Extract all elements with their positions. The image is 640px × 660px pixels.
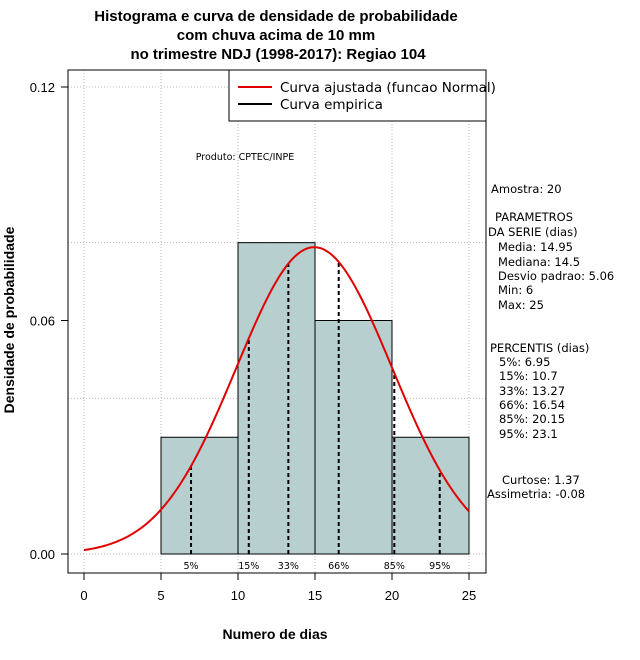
y-tick-label-2: 0.12 <box>30 80 55 95</box>
stat-max: Max: 25 <box>498 298 544 312</box>
legend-box <box>228 69 487 122</box>
chart-title-line-3: no trimestre NDJ (1998-2017): Regiao 104 <box>130 46 426 63</box>
x-axis-title: Numero de dias <box>222 626 327 642</box>
stat-media: Media: 14.95 <box>498 240 573 254</box>
stat-p85: 85%: 20.15 <box>499 412 565 426</box>
x-tick-label-5: 25 <box>462 588 476 603</box>
normal-curve-layer <box>83 246 470 552</box>
stat-p5: 5%: 6.95 <box>499 355 550 369</box>
percentile-label-15%: 15% <box>238 561 259 572</box>
percentile-lines: 5% 15% 33% 66% 85% 95% <box>183 261 450 572</box>
percentile-label-95%: 95% <box>429 561 450 572</box>
stat-curtose: Curtose: 1.37 <box>502 473 580 487</box>
stat-param-subtitle: DA SERIE (dias) <box>488 225 578 239</box>
percentile-label-5%: 5% <box>183 561 198 572</box>
x-tick-label-3: 15 <box>308 588 322 603</box>
legend: Curva ajustada (funcao Normal) Curva emp… <box>228 69 496 122</box>
percentile-label-66%: 66% <box>328 561 349 572</box>
stat-assimetria: Assimetria: -0.08 <box>487 487 585 501</box>
normal-curve <box>83 246 470 552</box>
x-tick-label-2: 10 <box>231 588 245 603</box>
y-tick-label-0: 0.00 <box>30 547 55 562</box>
histogram-bar-2 <box>314 320 393 555</box>
percentile-label-33%: 33% <box>278 561 299 572</box>
legend-label-empirical: Curva empirica <box>280 97 383 113</box>
stat-p33: 33%: 13.27 <box>499 384 565 398</box>
legend-label-fitted: Curva ajustada (funcao Normal) <box>280 80 496 96</box>
chart-title-line-1: Histograma e curva de densidade de proba… <box>94 8 457 25</box>
stat-param-title: PARAMETROS <box>495 210 573 224</box>
chart-title-line-2: com chuva acima de 10 mm <box>177 27 375 44</box>
stat-p95: 95%: 23.1 <box>499 427 558 441</box>
histogram-bar-0 <box>160 436 239 555</box>
y-tick-label-1: 0.06 <box>30 314 55 329</box>
product-label: Produto: CPTEC/INPE <box>196 152 295 163</box>
stat-amostra: Amostra: 20 <box>491 182 562 196</box>
percentile-label-85%: 85% <box>384 561 405 572</box>
stat-desvio: Desvio padrao: 5.06 <box>498 269 614 283</box>
y-axis-title: Densidade de probabilidade <box>1 226 17 413</box>
histogram-bars <box>160 242 470 555</box>
x-tick-label-0: 0 <box>80 588 87 603</box>
stat-percentis-title: PERCENTIS (dias) <box>490 341 589 355</box>
stat-mediana: Mediana: 14.5 <box>498 255 580 269</box>
stat-p66: 66%: 16.54 <box>499 398 565 412</box>
axes: 0 5 10 15 20 25 0.00 0.06 0.12 <box>30 80 477 603</box>
x-tick-label-1: 5 <box>157 588 164 603</box>
stat-p15: 15%: 10.7 <box>499 369 558 383</box>
histogram-bar-1 <box>237 242 316 555</box>
statistics-panel: Amostra: 20 PARAMETROS DA SERIE (dias) M… <box>487 182 614 501</box>
x-tick-label-4: 20 <box>385 588 399 603</box>
stat-min: Min: 6 <box>498 283 533 297</box>
